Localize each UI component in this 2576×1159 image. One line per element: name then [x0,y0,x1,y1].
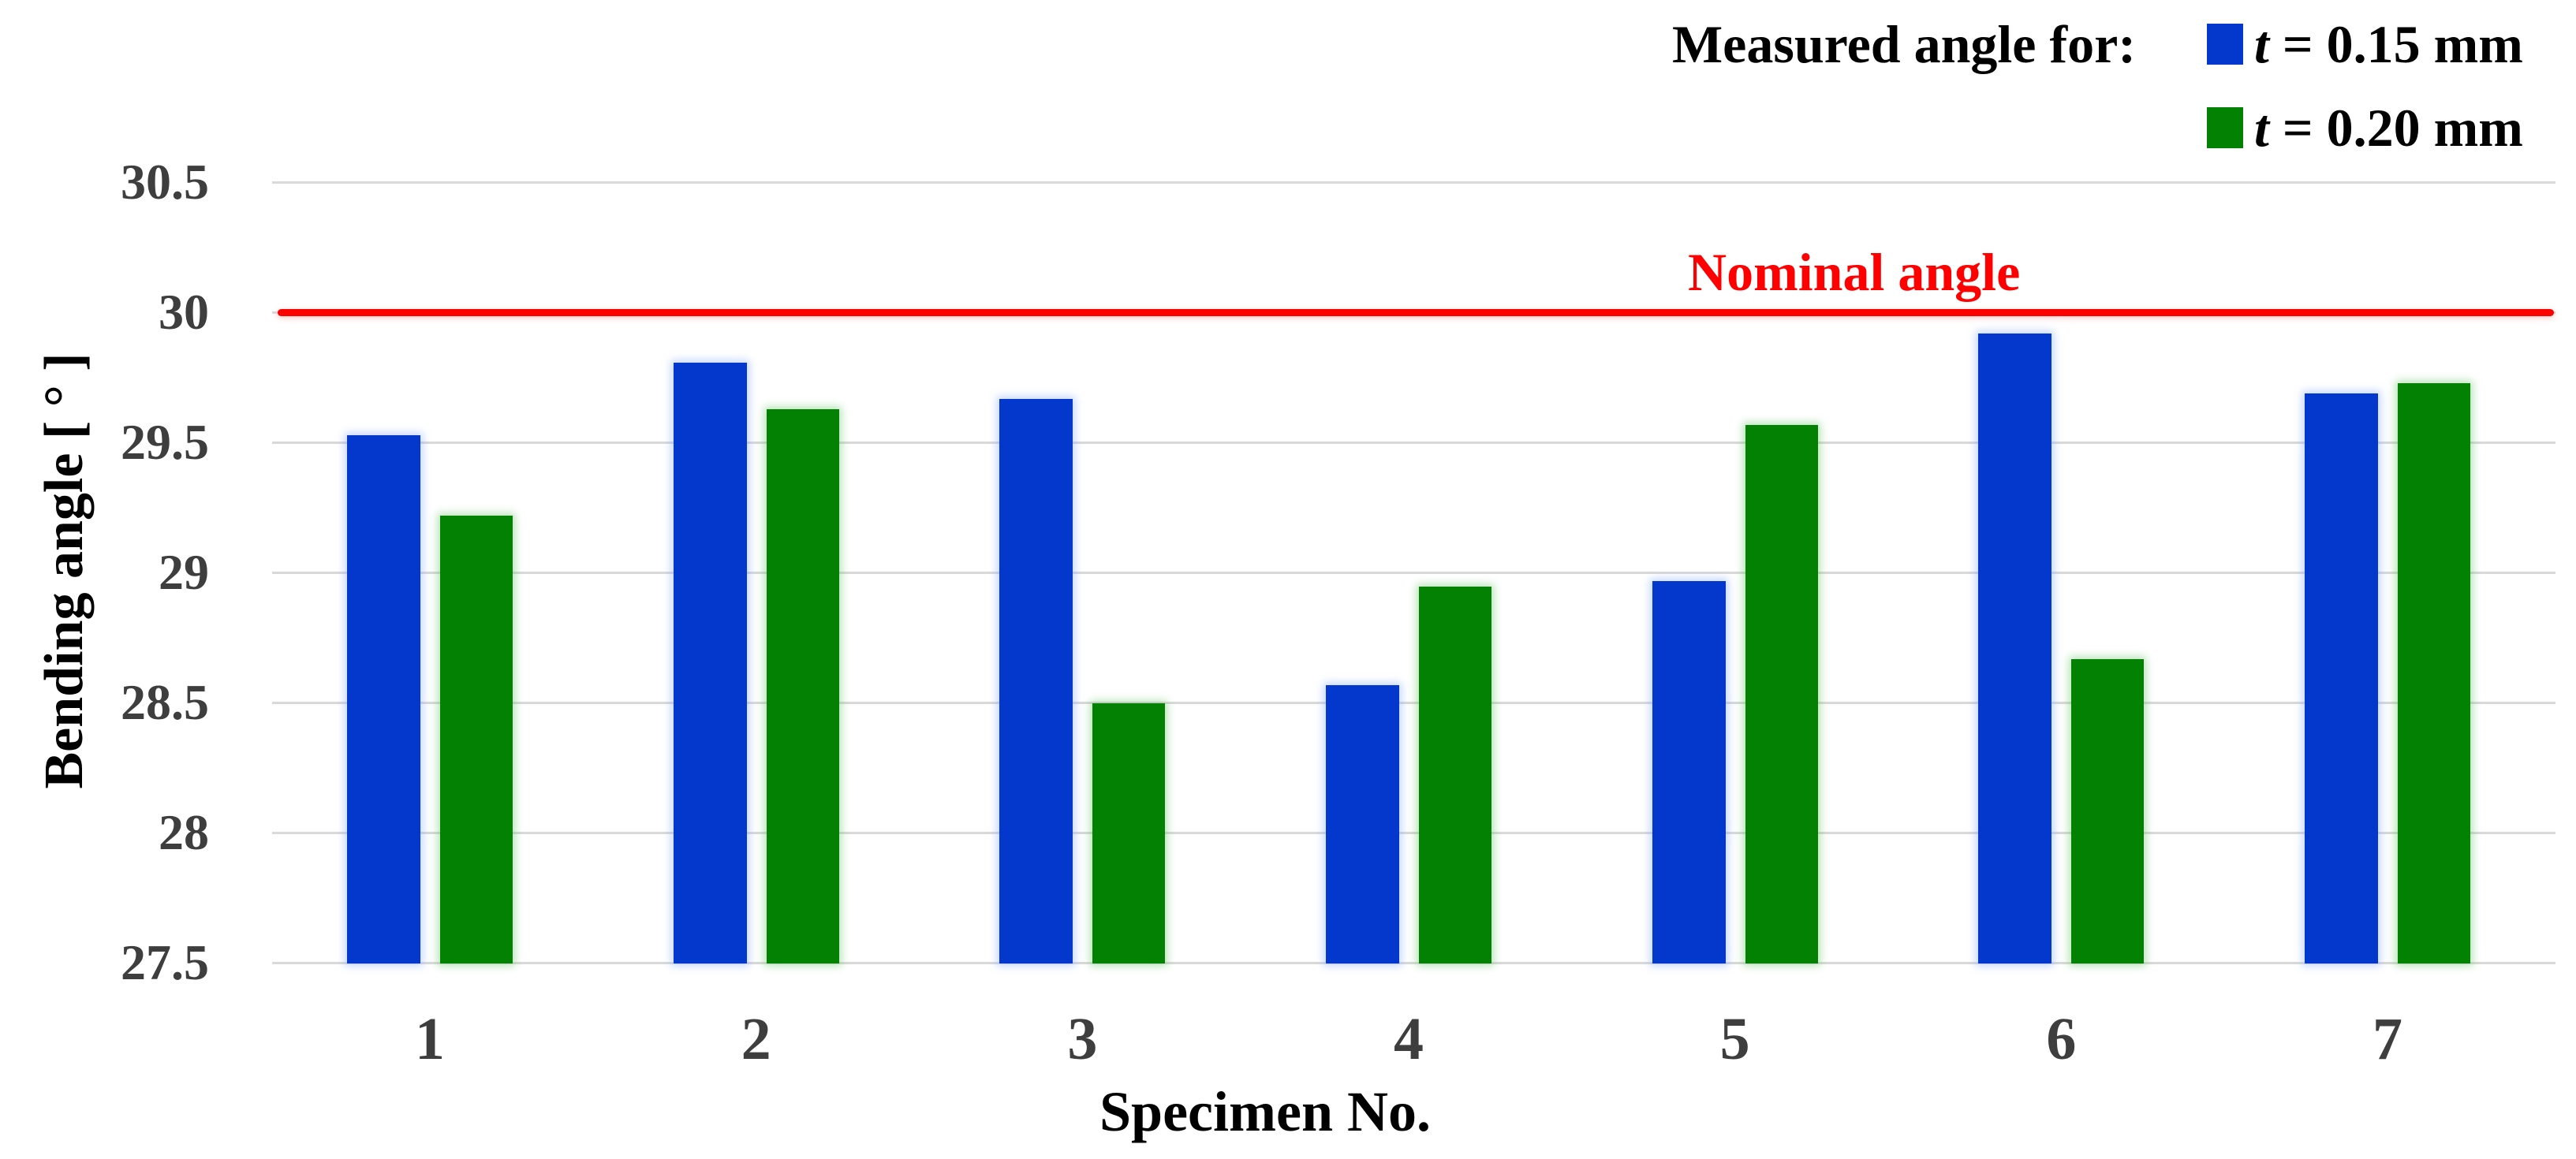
bar-specimen2-series1 [673,363,747,963]
y-axis-title: Bending angle [ ° ] [34,352,95,789]
y-tick-label: 30 [159,284,209,340]
bar-specimen7-series2 [2398,383,2471,963]
legend-swatch-green-icon [2207,107,2243,148]
x-tick-label: 1 [415,1006,445,1072]
gridline [272,832,2555,834]
y-tick-label: 28 [159,804,209,860]
gridline [272,442,2555,444]
y-tick-label: 28.5 [121,674,209,730]
bar-specimen7-series1 [2305,393,2379,963]
legend-text: = 0.20 mm [2268,98,2523,158]
x-tick-label: 6 [2046,1006,2077,1072]
legend-symbol: t [2254,98,2269,158]
x-tick-label: 3 [1067,1006,1098,1072]
legend-label-t020: t = 0.20 mm [2254,95,2523,161]
gridline [272,702,2555,704]
x-tick-label: 4 [1394,1006,1424,1072]
bar-specimen3-series2 [1092,703,1166,963]
bar-specimen4-series1 [1326,685,1399,963]
bar-specimen4-series2 [1419,587,1491,963]
x-tick-label: 5 [1719,1006,1750,1072]
legend-symbol: t [2254,14,2269,74]
nominal-angle-line [278,309,2554,316]
y-tick-label: 29.5 [121,414,209,470]
gridline [272,962,2555,964]
x-tick-label: 7 [2373,1006,2403,1072]
bar-specimen6-series1 [1978,334,2052,963]
bar-specimen1-series2 [440,516,513,963]
bar-specimen5-series1 [1652,581,1726,963]
bar-specimen3-series1 [999,399,1073,963]
bar-specimen6-series2 [2071,659,2145,963]
nominal-angle-label: Nominal angle [1688,242,2021,302]
bar-specimen5-series2 [1745,425,1818,963]
legend-title: Measured angle for: [1672,14,2136,74]
y-tick-label: 27.5 [121,934,209,990]
x-tick-label: 2 [741,1006,771,1072]
y-tick-label: 29 [159,544,209,600]
bar-specimen1-series1 [347,435,420,963]
legend-label-t015: t = 0.15 mm [2254,11,2523,77]
x-axis-title: Specimen No. [1099,1080,1431,1143]
bar-specimen2-series2 [766,409,839,963]
y-tick-label: 30.5 [121,154,209,210]
legend-text: = 0.15 mm [2268,14,2523,74]
legend-swatch-blue-icon [2207,24,2243,65]
gridline [272,181,2555,184]
gridline [272,572,2555,574]
